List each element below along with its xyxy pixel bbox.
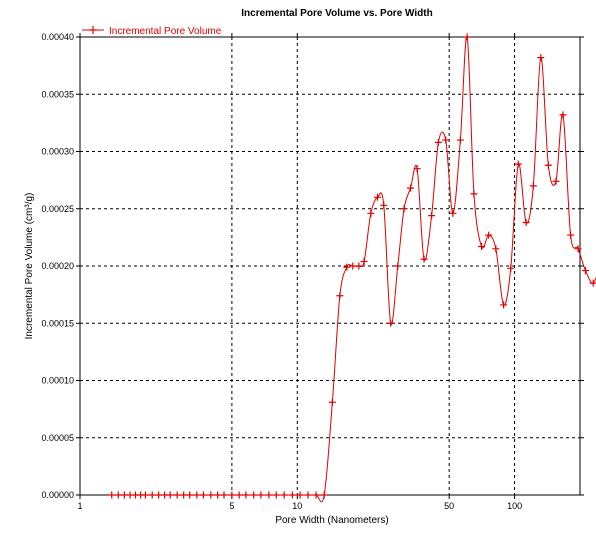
grid: [80, 37, 580, 495]
y-tick-label: 0.00035: [41, 89, 74, 99]
data-point: [228, 491, 236, 499]
data-point: [288, 491, 296, 499]
data-point: [500, 301, 508, 309]
data-point: [529, 182, 537, 190]
data-point: [420, 255, 428, 263]
data-point: [581, 267, 589, 275]
data-point: [199, 491, 207, 499]
data-point: [180, 491, 188, 499]
data-point: [265, 491, 273, 499]
data-point: [537, 54, 545, 62]
y-axis-label: Incremental Pore Volume (cm³/g): [24, 193, 35, 340]
data-point: [380, 201, 388, 209]
legend-label: Incremental Pore Volume: [109, 26, 222, 37]
data-point: [567, 231, 575, 239]
data-point: [544, 161, 552, 169]
data-point: [552, 177, 560, 185]
x-tick-label: 5: [229, 501, 234, 511]
data-point: [367, 209, 375, 217]
data-point: [235, 491, 243, 499]
data-point: [108, 491, 116, 499]
series-layer: [108, 33, 596, 503]
data-point: [186, 491, 194, 499]
y-tick-label: 0.00000: [41, 490, 74, 500]
data-point: [173, 491, 181, 499]
y-tick-label: 0.00010: [41, 376, 74, 386]
data-point: [522, 218, 530, 226]
chart-title: Incremental Pore Volume vs. Pore Width: [241, 8, 432, 19]
data-point: [514, 160, 522, 168]
x-tick-label: 100: [507, 501, 522, 511]
data-point: [320, 491, 328, 499]
data-point: [360, 257, 368, 265]
data-point: [387, 319, 395, 327]
data-point: [374, 193, 382, 201]
data-point: [434, 138, 442, 146]
data-point: [507, 264, 515, 272]
data-point: [280, 491, 288, 499]
data-point: [463, 33, 471, 41]
data-point: [456, 136, 464, 144]
series-line: [111, 36, 596, 503]
x-axis-label: Pore Width (Nanometers): [275, 515, 388, 526]
data-point: [478, 243, 486, 251]
data-point: [155, 491, 163, 499]
data-point: [442, 136, 450, 144]
data-point: [296, 491, 304, 499]
axis-ticks: 0.00000 0.00005 0.00010 0.00015 0.00020 0.000…: [41, 32, 584, 511]
data-point: [343, 263, 351, 271]
data-point: [141, 491, 149, 499]
y-tick-label: 0.00020: [41, 261, 74, 271]
y-tick-label: 0.00030: [41, 147, 74, 157]
data-point: [559, 111, 567, 119]
data-point: [257, 491, 265, 499]
data-point: [193, 491, 201, 499]
data-point: [470, 190, 478, 198]
y-tick-label: 0.00040: [41, 32, 74, 42]
data-point: [166, 491, 174, 499]
data-point: [485, 231, 493, 239]
legend: Incremental Pore Volume: [82, 26, 222, 37]
y-tick-label: 0.00005: [41, 433, 74, 443]
data-point: [220, 491, 228, 499]
data-point: [214, 491, 222, 499]
data-point: [148, 491, 156, 499]
data-point: [492, 245, 500, 253]
data-point: [428, 212, 436, 220]
x-tick-label: 50: [444, 501, 454, 511]
data-point: [272, 491, 280, 499]
data-point: [407, 184, 415, 192]
data-point: [207, 491, 215, 499]
y-tick-label: 0.00025: [41, 204, 74, 214]
x-tick-label: 10: [292, 501, 302, 511]
data-point: [312, 491, 320, 499]
data-point: [336, 292, 344, 300]
data-point: [413, 165, 421, 173]
data-point: [349, 262, 357, 270]
data-point: [574, 245, 582, 253]
data-point: [400, 205, 408, 213]
data-point: [114, 491, 122, 499]
data-point: [394, 262, 402, 270]
x-tick-label: 1: [77, 501, 82, 511]
data-point: [304, 491, 312, 499]
data-point: [250, 491, 258, 499]
data-point: [242, 491, 250, 499]
data-point: [449, 209, 457, 217]
y-tick-label: 0.00015: [41, 318, 74, 328]
data-point: [355, 262, 363, 270]
legend-marker: [89, 26, 97, 34]
data-point: [328, 398, 336, 406]
